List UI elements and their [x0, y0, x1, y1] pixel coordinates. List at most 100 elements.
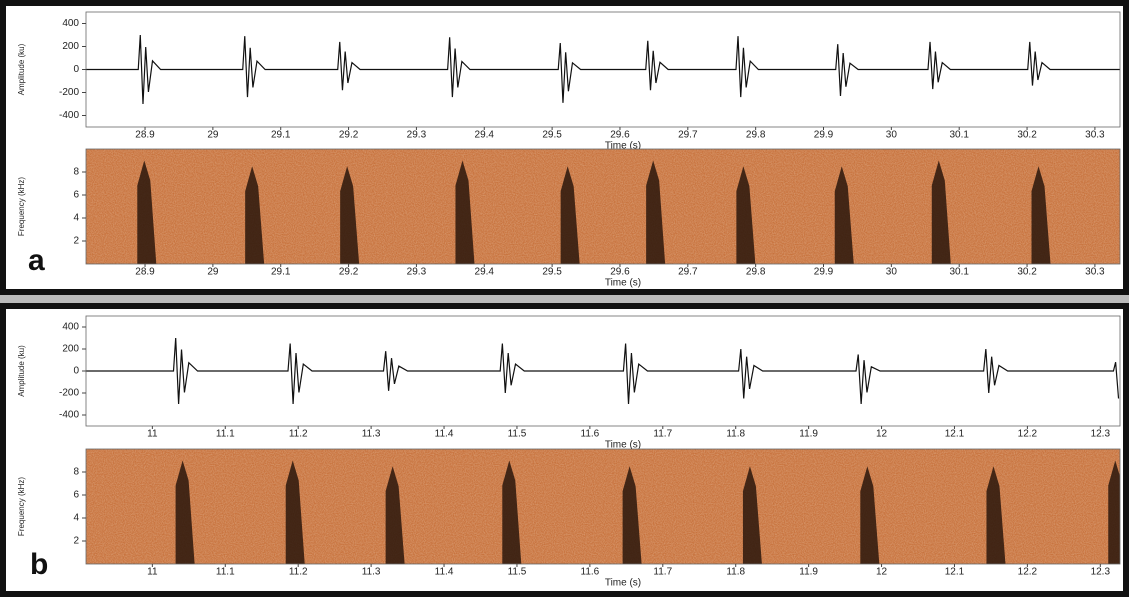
panel-label: a — [28, 244, 45, 277]
y-tick-label: 400 — [62, 18, 79, 29]
x-tick-label: 12.3 — [1091, 429, 1111, 440]
y-tick-label: 2 — [73, 536, 79, 547]
x-tick-label: 11 — [147, 567, 158, 578]
x-tick-label: 29.5 — [542, 130, 562, 141]
panel-frame — [0, 0, 1129, 295]
x-tick-label: 11.6 — [581, 567, 600, 578]
plot — [86, 449, 1120, 564]
x-tick-label: 29.9 — [814, 130, 834, 141]
panel-frame — [0, 303, 1129, 597]
waveform — [86, 34, 1120, 105]
x-tick-label: 28.9 — [135, 267, 155, 278]
x-tick-label: 11.3 — [362, 567, 381, 578]
x-tick-label: 11.1 — [216, 429, 235, 440]
x-tick-label: 29.3 — [407, 267, 427, 278]
call — [742, 466, 762, 564]
call — [340, 166, 360, 264]
x-tick-label: 30.1 — [949, 130, 969, 141]
x-tick-label: 11.9 — [799, 567, 818, 578]
call — [455, 160, 475, 264]
x-tick-label: 29.7 — [678, 130, 698, 141]
x-tick-label: 12 — [876, 567, 888, 578]
x-tick-label: 11.9 — [799, 429, 818, 440]
x-tick-label: 11.2 — [289, 567, 308, 578]
separator — [0, 294, 1129, 303]
y-tick-label: -200 — [59, 388, 79, 399]
y-axis-label: Frequency (kHz) — [17, 177, 26, 236]
x-tick-label: 29.1 — [271, 130, 291, 141]
call — [137, 160, 157, 264]
x-tick-label: 12.3 — [1091, 567, 1111, 578]
x-tick-label: 11.7 — [653, 429, 672, 440]
spectrogram-noise — [86, 149, 1120, 264]
y-tick-label: 0 — [73, 366, 79, 377]
call — [502, 460, 522, 564]
y-axis-label: Amplitude (ku) — [17, 345, 26, 397]
x-tick-label: 12.1 — [945, 567, 965, 578]
x-tick-label: 11.2 — [289, 429, 308, 440]
y-tick-label: 6 — [73, 490, 79, 501]
x-tick-label: 29.8 — [746, 267, 766, 278]
x-tick-label: 11.3 — [362, 429, 381, 440]
x-tick-label: 29.5 — [542, 267, 562, 278]
spectrogram-noise — [86, 449, 1120, 564]
x-tick-label: 29.6 — [610, 130, 630, 141]
y-tick-label: 0 — [73, 64, 79, 75]
call — [285, 460, 305, 564]
x-tick-label: 29.3 — [407, 130, 427, 141]
x-tick-label: 11 — [147, 429, 158, 440]
x-axis-label: Time (s) — [605, 141, 641, 152]
plot — [86, 34, 1120, 105]
y-axis-label: Amplitude (ku) — [17, 43, 26, 95]
waveform — [86, 337, 1120, 405]
x-tick-label: 12 — [876, 429, 888, 440]
x-tick-label: 29.4 — [475, 130, 495, 141]
panel-label: b — [30, 548, 48, 581]
plot-frame — [85, 448, 1121, 565]
call — [622, 466, 642, 564]
x-tick-label: 29 — [207, 130, 219, 141]
x-tick-label: 29.2 — [339, 130, 359, 141]
x-tick-label: 29.4 — [475, 267, 495, 278]
y-tick-label: -200 — [59, 87, 79, 98]
x-tick-label: 11.7 — [653, 567, 672, 578]
y-tick-label: 200 — [62, 41, 79, 52]
x-tick-label: 11.8 — [726, 429, 745, 440]
x-axis-label: Time (s) — [605, 578, 641, 589]
x-tick-label: 30 — [886, 267, 898, 278]
call — [986, 466, 1006, 564]
call — [175, 460, 195, 564]
x-tick-label: 29.2 — [339, 267, 359, 278]
call — [834, 166, 854, 264]
x-tick-label: 12.2 — [1018, 567, 1038, 578]
x-tick-label: 11.6 — [581, 429, 600, 440]
y-tick-label: 2 — [73, 236, 79, 247]
call — [385, 466, 405, 564]
x-tick-label: 11.5 — [508, 429, 527, 440]
x-tick-label: 29 — [207, 267, 219, 278]
x-tick-label: 11.8 — [726, 567, 745, 578]
plot-frame — [85, 148, 1121, 265]
x-tick-label: 11.1 — [216, 567, 235, 578]
x-axis-label: Time (s) — [605, 440, 641, 451]
x-axis-label: Time (s) — [605, 278, 641, 289]
x-tick-label: 30.2 — [1017, 267, 1037, 278]
plot — [86, 149, 1120, 264]
call — [646, 160, 666, 264]
y-tick-label: 8 — [73, 167, 79, 178]
y-tick-label: -400 — [59, 110, 79, 121]
x-tick-label: 11.5 — [508, 567, 527, 578]
x-tick-label: 30.2 — [1017, 130, 1037, 141]
x-tick-label: 11.4 — [435, 429, 454, 440]
x-tick-label: 28.9 — [135, 130, 155, 141]
x-tick-label: 29.1 — [271, 267, 291, 278]
call — [1031, 166, 1051, 264]
x-tick-label: 12.2 — [1018, 429, 1038, 440]
x-tick-label: 30.3 — [1085, 130, 1105, 141]
y-axis-label: Frequency (kHz) — [17, 477, 26, 536]
x-tick-label: 30 — [886, 130, 898, 141]
x-tick-label: 29.8 — [746, 130, 766, 141]
call — [245, 166, 265, 264]
x-tick-label: 29.6 — [610, 267, 630, 278]
